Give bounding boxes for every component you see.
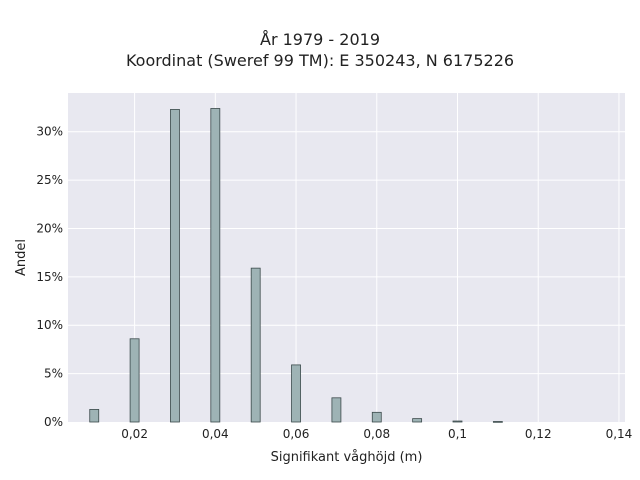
x-tick-label: 0,1 (448, 427, 467, 441)
bar (250, 267, 261, 423)
y-tick-label: 25% (36, 173, 63, 187)
bar (452, 420, 463, 423)
chart-title: År 1979 - 2019 (260, 30, 380, 49)
y-tick-label: 0% (44, 415, 63, 429)
x-axis-label: Signifikant våghöjd (m) (271, 450, 423, 465)
bar (371, 411, 382, 423)
x-tick-label: 0,06 (283, 427, 310, 441)
chart-subtitle: Koordinat (Sweref 99 TM): E 350243, N 61… (125, 51, 515, 70)
bar (331, 397, 342, 423)
bar (412, 418, 423, 423)
x-tick-label: 0,04 (202, 427, 229, 441)
bar (170, 109, 180, 423)
y-tick-label: 5% (44, 367, 63, 381)
bar (492, 421, 503, 423)
bar (129, 338, 140, 423)
x-tick-label: 0,08 (363, 427, 390, 441)
y-tick-label: 20% (36, 221, 63, 235)
y-axis-label: Andel (14, 239, 29, 276)
plot-area (68, 93, 625, 422)
y-tick-label: 30% (36, 125, 63, 139)
y-tick-label: 15% (36, 270, 63, 284)
bar (210, 108, 221, 423)
x-tick-label: 0,12 (525, 427, 552, 441)
x-tick-label: 0,14 (606, 427, 633, 441)
y-tick-labels: 0% 5% 10% 15% 20% 25% 30% (36, 125, 63, 429)
x-tick-label: 0,02 (121, 427, 148, 441)
bar (291, 364, 301, 423)
bars (89, 108, 503, 423)
y-tick-label: 10% (36, 318, 63, 332)
x-tick-labels: 0,02 0,04 0,06 0,08 0,1 0,12 0,14 (121, 427, 632, 441)
bar (89, 409, 100, 423)
